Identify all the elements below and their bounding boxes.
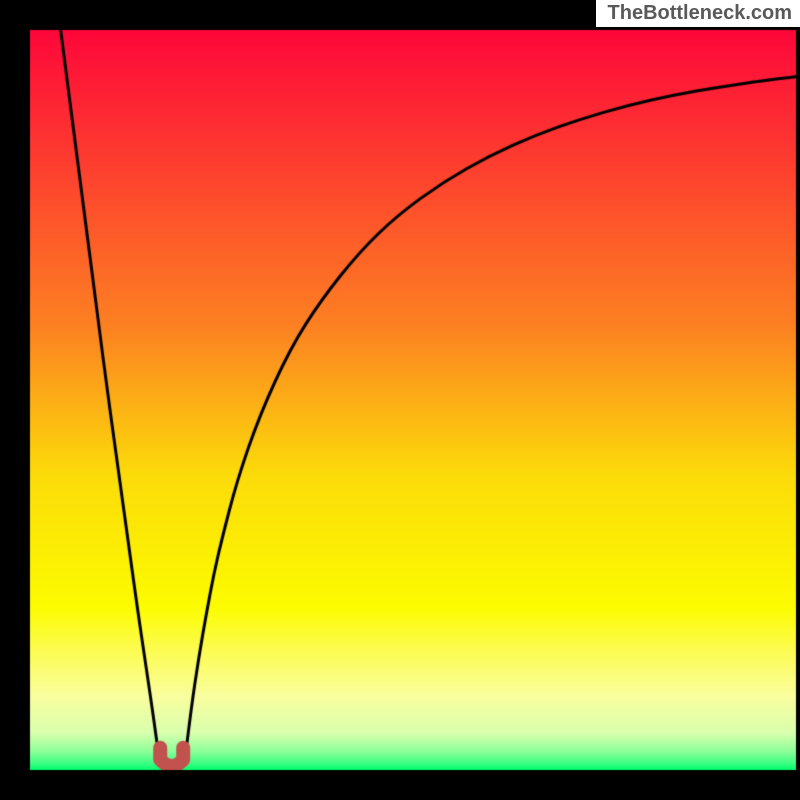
watermark-text: TheBottleneck.com: [596, 0, 800, 27]
bottleneck-chart: [0, 0, 800, 800]
chart-root: TheBottleneck.com: [0, 0, 800, 800]
